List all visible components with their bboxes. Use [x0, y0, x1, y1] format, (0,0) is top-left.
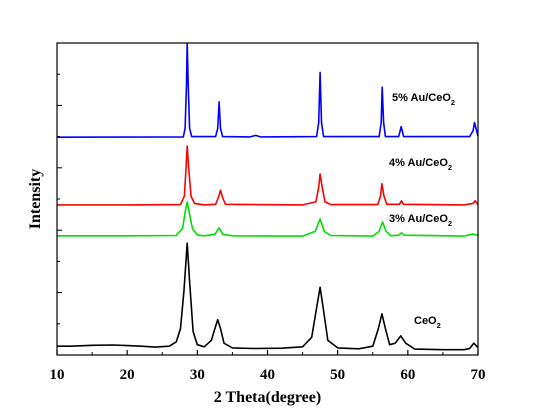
series-label-subscript: 2 [448, 219, 452, 228]
x-tick-label: 60 [400, 367, 415, 383]
series-label-subscript: 2 [437, 321, 441, 330]
series-label-3: 4% Au/CeO2 [389, 157, 452, 172]
series-line-3 [57, 145, 479, 206]
series-label-subscript: 2 [451, 98, 455, 107]
y-axis [57, 42, 62, 356]
x-tick-label: 30 [190, 367, 205, 383]
x-tick-label: 10 [50, 367, 65, 383]
x-axis: 10 20 30 40 50 60 70 [50, 350, 486, 383]
x-tick-label: 70 [471, 367, 486, 383]
x-tick-label: 20 [120, 367, 135, 383]
series-label-main: 3% Au/CeO [389, 213, 448, 225]
plot-frame [56, 42, 479, 356]
series-line-2 [57, 201, 479, 237]
plot-area [56, 42, 479, 351]
x-axis-title: 2 Theta(degree) [214, 389, 321, 406]
series-label-main: 4% Au/CeO [389, 157, 448, 169]
series-label-2: 3% Au/CeO2 [389, 213, 452, 228]
series-line-4 [56, 42, 479, 138]
series-label-subscript: 2 [448, 163, 452, 172]
series-label-4: 5% Au/CeO2 [392, 92, 455, 107]
series-label-main: 5% Au/CeO [392, 92, 451, 104]
x-tick-label: 50 [330, 367, 345, 383]
x-tick-label: 40 [260, 367, 275, 383]
y-axis-title: Intensity [27, 169, 44, 229]
series-line-1 [57, 242, 479, 351]
series-label-main: CeO [414, 315, 437, 327]
series-label-1: CeO2 [414, 315, 441, 330]
